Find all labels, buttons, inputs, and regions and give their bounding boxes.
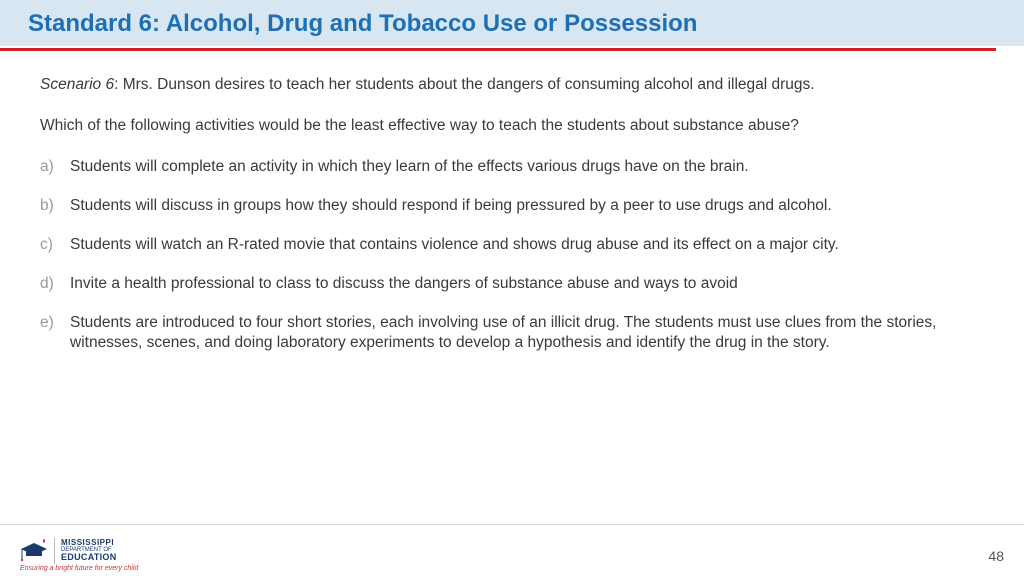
option-text: Students are introduced to four short st… (70, 313, 996, 355)
org-logo: MISSISSIPPI DEPARTMENT OF EDUCATION (20, 538, 117, 564)
scenario-text: : Mrs. Dunson desires to teach her stude… (114, 76, 815, 93)
page-number: 48 (988, 548, 1004, 564)
option-text: Students will complete an activity in wh… (70, 157, 996, 178)
org-tagline: Ensuring a bright future for every child (20, 565, 138, 572)
option-text: Invite a health professional to class to… (70, 274, 996, 295)
content-area: Scenario 6: Mrs. Dunson desires to teach… (0, 51, 1024, 354)
options-list: a) Students will complete an activity in… (40, 157, 996, 355)
option-item: d) Invite a health professional to class… (40, 274, 996, 295)
scenario-label: Scenario 6 (40, 76, 114, 93)
option-letter: b) (40, 196, 70, 217)
option-item: b) Students will discuss in groups how t… (40, 196, 996, 217)
option-item: c) Students will watch an R-rated movie … (40, 235, 996, 256)
org-line1: MISSISSIPPI (61, 539, 117, 547)
option-letter: c) (40, 235, 70, 256)
option-item: e) Students are introduced to four short… (40, 313, 996, 355)
option-letter: e) (40, 313, 70, 355)
page-title: Standard 6: Alcohol, Drug and Tobacco Us… (28, 10, 996, 38)
question-text: Which of the following activities would … (40, 116, 996, 137)
org-name: MISSISSIPPI DEPARTMENT OF EDUCATION (61, 539, 117, 562)
option-letter: a) (40, 157, 70, 178)
graduation-cap-icon (20, 539, 48, 563)
footer: MISSISSIPPI DEPARTMENT OF EDUCATION Ensu… (0, 524, 1024, 576)
option-item: a) Students will complete an activity in… (40, 157, 996, 178)
org-line3: EDUCATION (61, 553, 117, 562)
option-text: Students will discuss in groups how they… (70, 196, 996, 217)
title-banner: Standard 6: Alcohol, Drug and Tobacco Us… (0, 0, 1024, 46)
option-text: Students will watch an R-rated movie tha… (70, 235, 996, 256)
option-letter: d) (40, 274, 70, 295)
scenario-line: Scenario 6: Mrs. Dunson desires to teach… (40, 75, 996, 96)
